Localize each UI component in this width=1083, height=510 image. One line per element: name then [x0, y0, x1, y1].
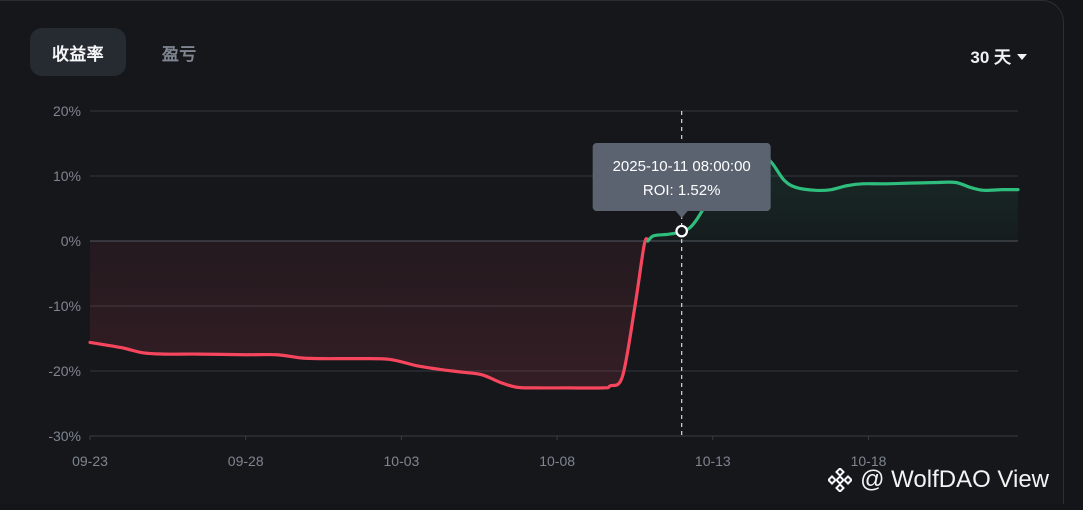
- chart-axes: 20% 10% 0% -10% -20% -30% 09-23 09-28 10-03 10-08…: [48, 103, 1018, 469]
- roi-chart-svg: 2025-10-11 08:00:00 ROI: 1.52% 20% 10% 0% -1…: [48, 103, 1020, 469]
- y-tick-label: 20%: [53, 103, 81, 119]
- x-tick-label: 10-03: [384, 453, 420, 469]
- chevron-down-icon: [1017, 53, 1027, 60]
- time-range-label: 30 天: [970, 48, 1011, 67]
- roi-card: 收益率 盈亏 30 天 2025-10-11 08:00:00 ROI: 1.52…: [0, 0, 1064, 504]
- y-tick-label: 10%: [53, 168, 81, 184]
- tooltip-date: 2025-10-11 08:00:00: [613, 158, 751, 175]
- time-range-dropdown[interactable]: 30 天: [970, 43, 1027, 68]
- tab-roi[interactable]: 收益率: [30, 28, 126, 76]
- y-tick-label: -30%: [48, 428, 81, 444]
- watermark-text: @ WolfDAO View: [860, 466, 1049, 493]
- metric-tabs: 收益率 盈亏: [30, 28, 219, 76]
- roi-chart: 2025-10-11 08:00:00 ROI: 1.52% 20% 10% 0% -1…: [0, 1, 1064, 505]
- y-tick-label: -10%: [48, 298, 81, 314]
- tooltip-box: [592, 143, 771, 211]
- tooltip-arrow: [675, 211, 688, 218]
- roi-line-negative: [88, 237, 650, 390]
- x-tick-label: 10-13: [695, 453, 731, 469]
- x-tick-label: 09-23: [72, 453, 108, 469]
- watermark: @ WolfDAO View: [828, 466, 1049, 494]
- binance-logo-icon: [828, 468, 853, 492]
- x-tick-label: 09-28: [228, 453, 264, 469]
- chart-overlay: 2025-10-11 08:00:00 ROI: 1.52%: [592, 111, 771, 436]
- y-tick-label: 0%: [61, 233, 81, 249]
- x-tick-label: 10-08: [539, 453, 575, 469]
- negative-area-fill: [90, 238, 648, 389]
- tooltip-roi: ROI: 1.52%: [643, 182, 721, 199]
- y-tick-label: -20%: [48, 363, 81, 379]
- x-tick-label: 10-18: [851, 453, 887, 469]
- highlight-point: [675, 224, 688, 238]
- tab-pnl[interactable]: 盈亏: [161, 44, 197, 64]
